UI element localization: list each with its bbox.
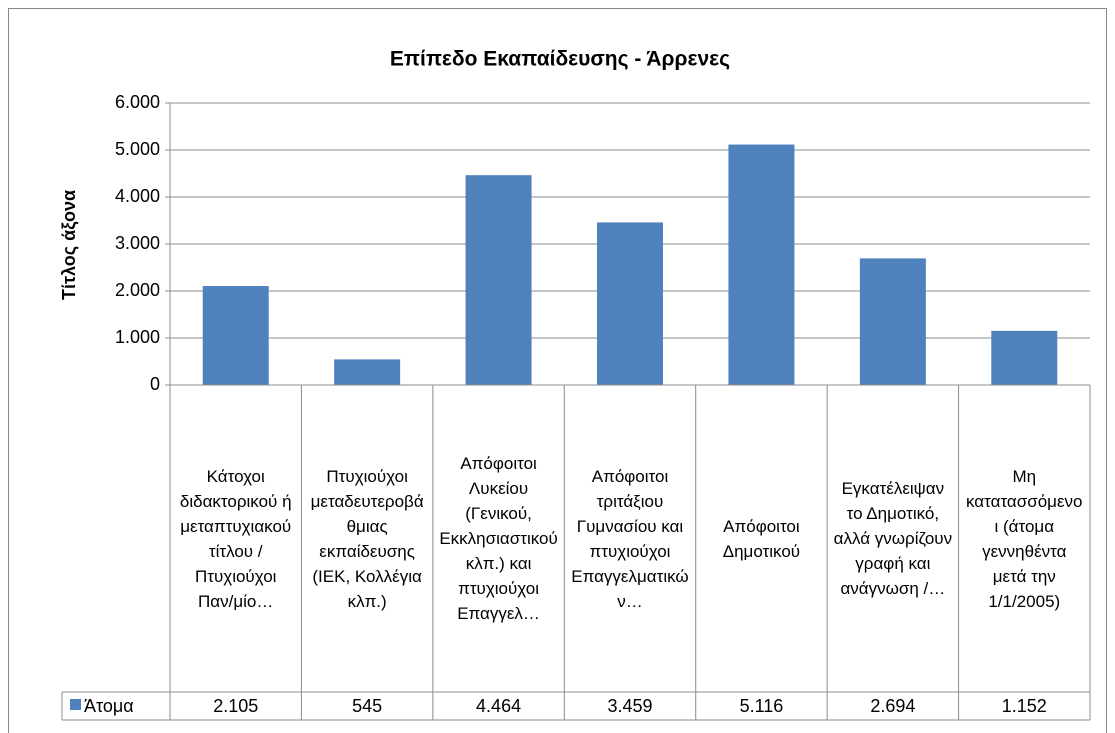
table-value: 2.694 [870, 696, 915, 716]
x-tick-label: Απόφοιτοι Δημοτικού [722, 516, 801, 561]
bar [202, 286, 269, 385]
table-value: 5.116 [740, 696, 784, 716]
table-value: 1.152 [1002, 696, 1047, 716]
bar [991, 330, 1058, 385]
y-axis-title: Τίτλος άξονα [59, 190, 80, 300]
x-tick-label: Πτυχιούχοι μεταδευτεροβάθμιας εκπαίδευση… [310, 466, 424, 611]
x-tick-label: Εγκατέλειψαν το Δημοτικό, αλλά γνωρίζουν… [833, 479, 953, 598]
category-cell: Μη κατατασσόμενοι (άτομα γεννηθέντα μετά… [966, 466, 1083, 611]
legend-label: Άτομα [84, 696, 134, 716]
x-tick-label: Απόφοιτοι Λυκείου (Γενικού, Εκκλησιαστικ… [439, 454, 558, 623]
category-cell: Απόφοιτοι Δημοτικού [722, 516, 801, 561]
bar [334, 359, 401, 385]
y-tick-label: 4.000 [115, 186, 160, 206]
x-tick-label: Απόφοιτοι τριτάξιου Γυμνασίου και πτυχιο… [571, 466, 689, 611]
bar [728, 144, 795, 385]
y-tick-label: 2.000 [115, 280, 160, 300]
bar [597, 222, 663, 385]
category-cell: Κάτοχοι διδακτορικού ή μεταπτυχιακού τίτ… [179, 466, 292, 611]
table-value: 545 [352, 696, 382, 716]
y-tick-label: 0 [150, 374, 160, 394]
category-cell: Πτυχιούχοι μεταδευτεροβάθμιας εκπαίδευση… [310, 466, 424, 611]
table-value: 3.459 [607, 696, 652, 716]
category-cell: Απόφοιτοι Λυκείου (Γενικού, Εκκλησιαστικ… [439, 454, 558, 623]
chart-title: Επίπεδο Εκαπαίδευσης - Άρρενες [390, 48, 730, 71]
x-tick-label: Κάτοχοι διδακτορικού ή μεταπτυχιακού τίτ… [179, 466, 292, 611]
bar [465, 175, 532, 385]
bar [859, 258, 926, 385]
table-value: 4.464 [476, 696, 521, 716]
legend-swatch [70, 699, 81, 710]
y-tick-label: 5.000 [115, 139, 160, 159]
x-tick-label: Μη κατατασσόμενοι (άτομα γεννηθέντα μετά… [966, 466, 1083, 611]
table-value: 2.105 [213, 696, 258, 716]
y-tick-label: 6.000 [115, 92, 160, 112]
y-tick-label: 1.000 [115, 327, 160, 347]
category-cell: Απόφοιτοι τριτάξιου Γυμνασίου και πτυχιο… [571, 466, 689, 611]
category-cell: Εγκατέλειψαν το Δημοτικό, αλλά γνωρίζουν… [833, 479, 953, 598]
y-tick-label: 3.000 [115, 233, 160, 253]
